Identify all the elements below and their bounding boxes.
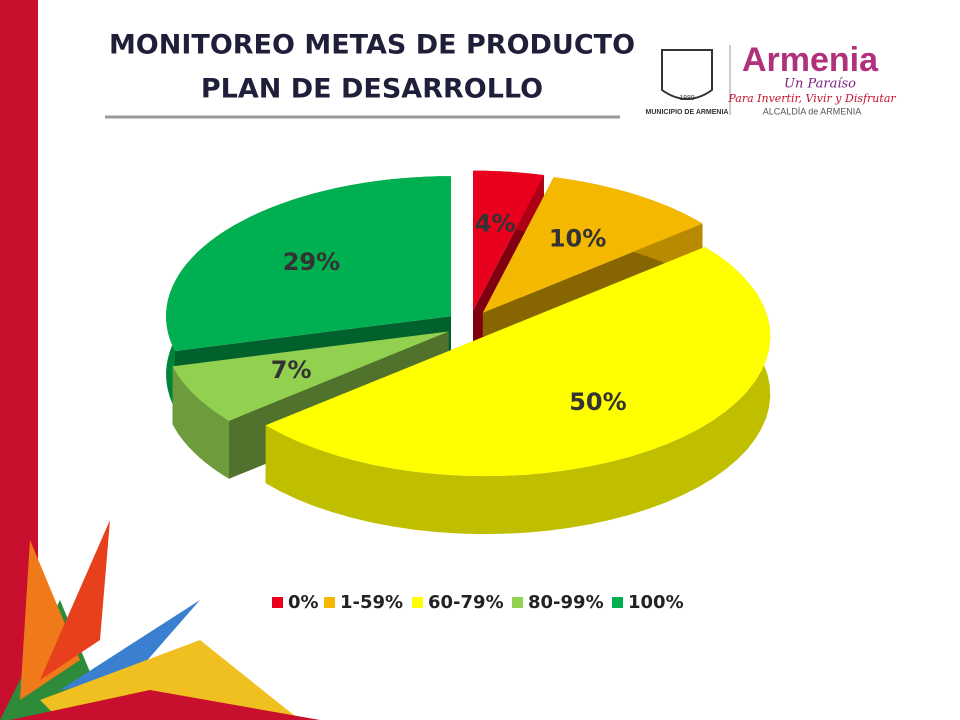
legend-swatch [412,597,423,608]
legend-label: 1-59% [340,592,403,613]
slice [166,176,451,351]
slice [172,331,449,421]
title-line: PLAN DE DESARROLLO [201,74,543,105]
legend-label: 100% [628,592,684,613]
brand: Armenia [742,41,879,79]
legend-label: 60-79% [428,592,504,613]
legend-swatch [272,597,283,608]
data-label: 50% [569,388,626,416]
legend-swatch [324,597,335,608]
legend-swatch [512,597,523,608]
slice [473,170,544,311]
flower [0,520,320,720]
slice-side [172,366,229,479]
legend-label: 0% [288,592,319,613]
title-line: MONITOREO METAS DE PRODUCTO [109,30,635,61]
data-label: 7% [271,356,312,384]
slice [482,177,703,313]
data-label: 10% [549,225,606,253]
office: ALCALDÍA de ARMENIA [763,106,862,116]
shield-year: 1889 [679,95,695,102]
slice [265,246,771,477]
legend-label: 80-99% [528,592,604,613]
legend-swatch [612,597,623,608]
tagline: Un Paraíso [784,77,856,92]
shield-caption: MUNICIPIO DE ARMENIA [646,109,729,116]
slogan: Para Invertir, Vivir y Disfrutar [727,92,896,105]
data-label: 4% [475,210,516,238]
slice-side [265,246,771,535]
logo: 1889 MUNICIPIO DE ARMENIA Armenia Un Par… [646,41,897,116]
data-label: 29% [283,248,340,276]
